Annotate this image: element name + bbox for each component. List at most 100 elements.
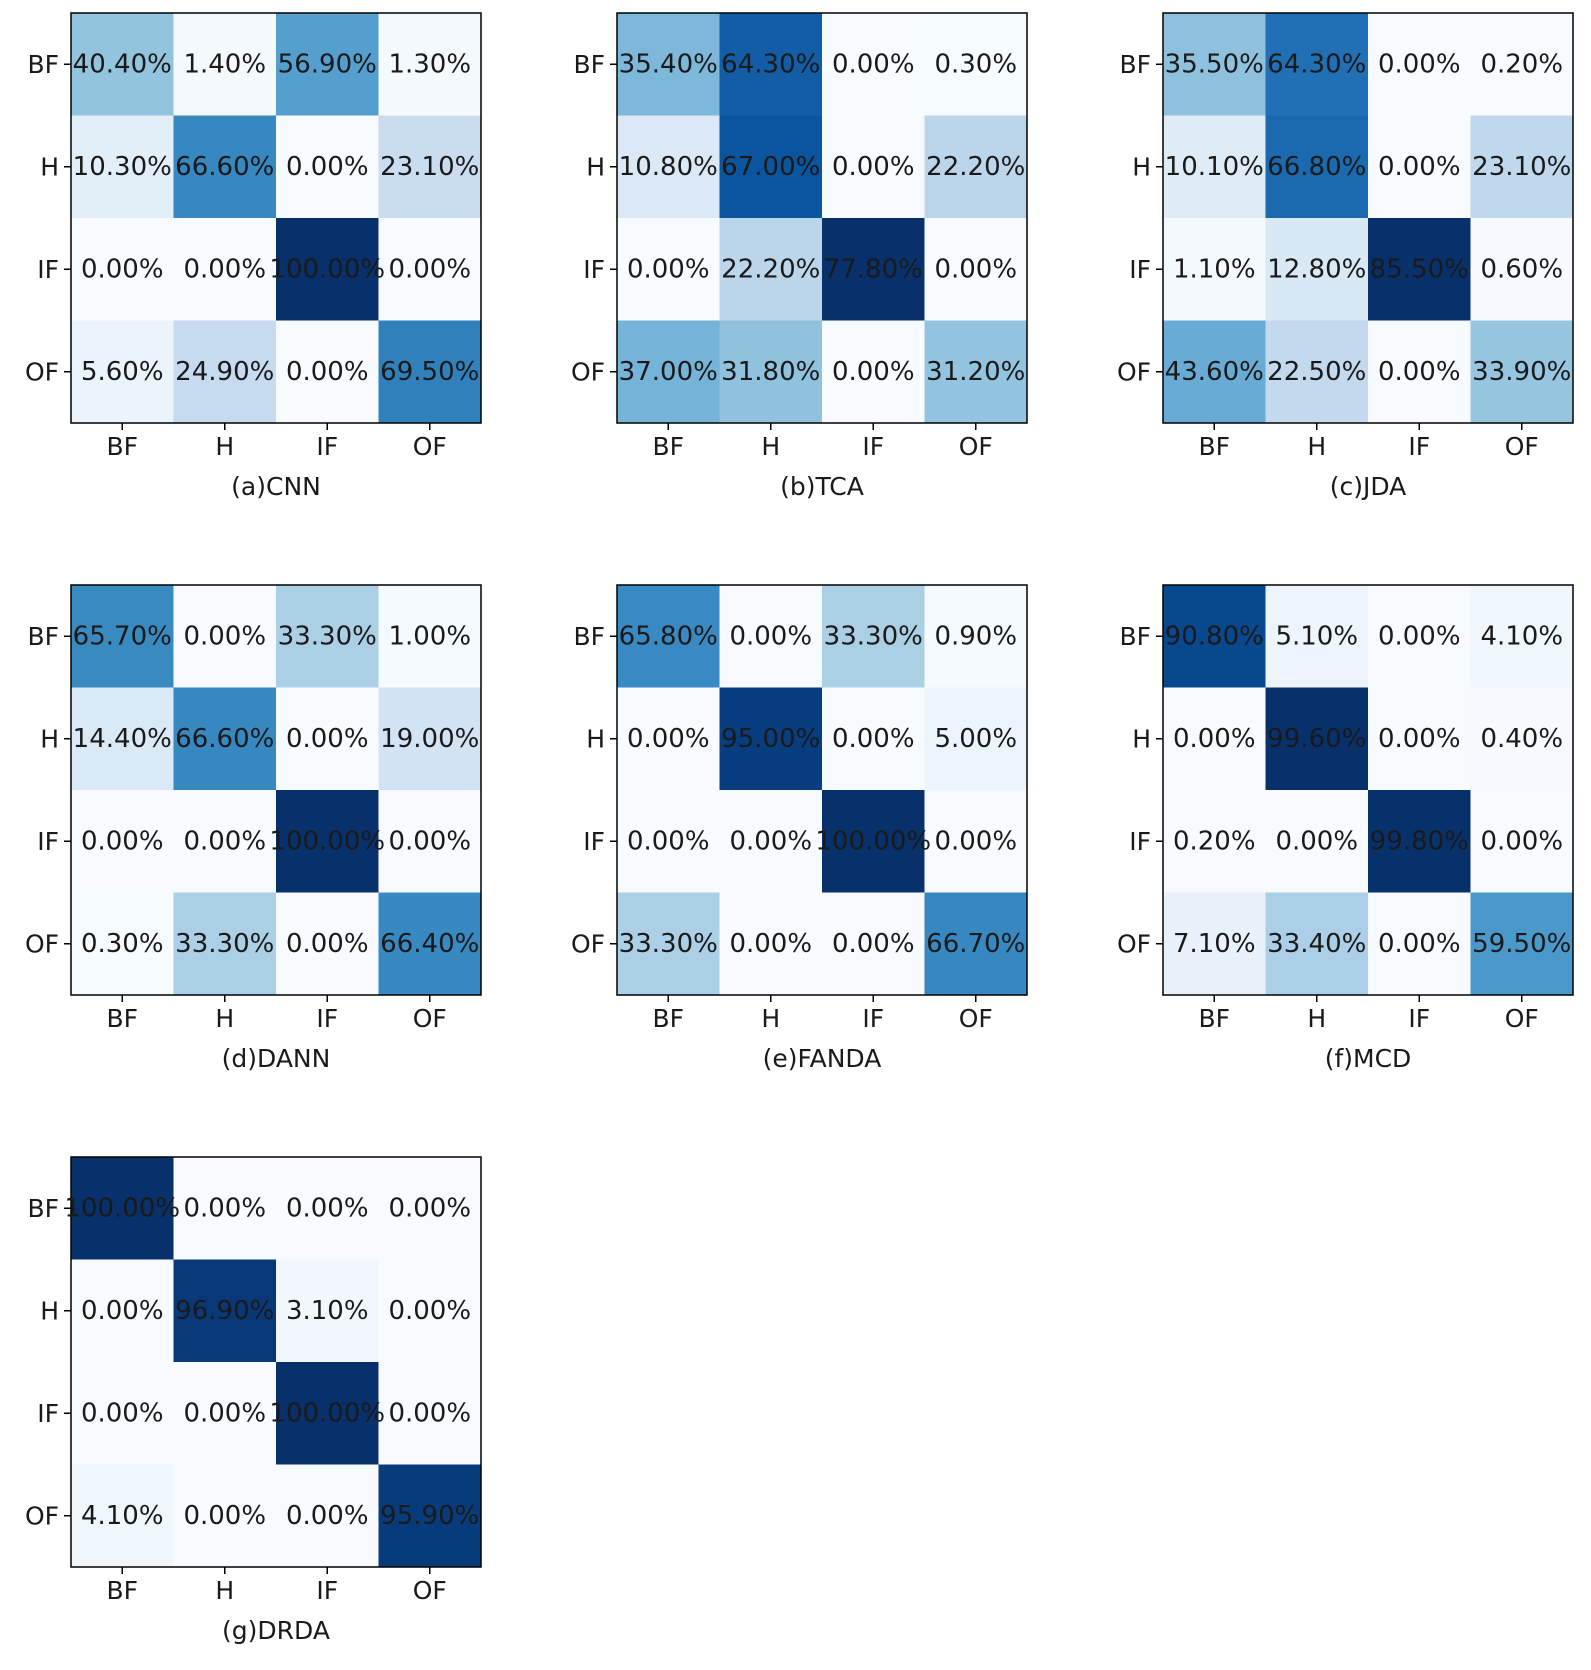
heatmap-cell	[71, 218, 174, 321]
x-tick-label: H	[761, 1004, 780, 1033]
heatmap-cell	[378, 1362, 482, 1465]
cell-value-label: 0.00%	[286, 929, 369, 959]
cell-value-label: 33.40%	[1267, 929, 1366, 959]
heatmap-cell	[1163, 218, 1266, 321]
heatmap-cell	[924, 320, 1028, 424]
cell-value-label: 67.00%	[721, 152, 820, 182]
heatmap-cell	[617, 13, 720, 116]
heatmap-cell	[378, 892, 482, 996]
heatmap-cell	[71, 1157, 174, 1260]
cell-value-label: 66.70%	[926, 929, 1025, 959]
cell-value-label: 3.10%	[286, 1296, 369, 1326]
cell-value-label: 22.50%	[1267, 357, 1366, 387]
cell-value-label: 0.00%	[1378, 621, 1461, 651]
y-tick-label: IF	[1129, 827, 1151, 856]
heatmap-cell	[719, 790, 823, 893]
heatmap-cell	[378, 13, 482, 116]
panel-caption: (d)DANN	[222, 1044, 331, 1073]
cell-value-label: 0.20%	[1173, 826, 1256, 856]
heatmap-cell	[1163, 13, 1266, 116]
panel-caption: (e)FANDA	[763, 1044, 882, 1073]
cell-value-label: 1.30%	[388, 49, 471, 79]
cell-value-label: 0.00%	[183, 621, 266, 651]
y-tick-label: H	[1132, 152, 1151, 181]
heatmap-cell	[276, 1157, 379, 1260]
heatmap-cell	[1163, 320, 1266, 424]
x-tick-label: IF	[1408, 1004, 1430, 1033]
y-tick-label: H	[586, 724, 605, 753]
y-tick-label: IF	[1129, 255, 1151, 284]
heatmap-cell	[617, 585, 720, 688]
cell-value-label: 0.00%	[832, 152, 915, 182]
cell-value-label: 95.90%	[380, 1501, 479, 1531]
cell-value-label: 33.30%	[824, 621, 923, 651]
cell-value-label: 100.00%	[269, 1398, 385, 1428]
heatmap-cell	[719, 892, 823, 996]
y-tick-label: OF	[571, 929, 605, 958]
cell-value-label: 0.00%	[934, 826, 1017, 856]
cell-value-label: 95.00%	[721, 724, 820, 754]
heatmap-cell	[719, 13, 823, 116]
cell-value-label: 77.80%	[824, 254, 923, 284]
panel-caption: (b)TCA	[780, 472, 864, 501]
heatmap-cell	[1470, 790, 1574, 893]
cell-value-label: 0.00%	[934, 254, 1017, 284]
heatmap-cell	[1368, 13, 1471, 116]
panel-caption: (c)JDA	[1330, 472, 1407, 501]
heatmap-cell	[378, 1157, 482, 1260]
heatmap-cell	[1470, 892, 1574, 996]
cell-value-label: 0.00%	[81, 1398, 164, 1428]
heatmap-cell	[71, 1464, 174, 1568]
cell-value-label: 33.30%	[175, 929, 274, 959]
heatmap-cell	[71, 1362, 174, 1465]
x-tick-label: BF	[1198, 432, 1230, 461]
heatmap-cell	[924, 790, 1028, 893]
cell-value-label: 5.00%	[934, 724, 1017, 754]
cell-value-label: 0.20%	[1480, 49, 1563, 79]
confusion-matrix-panel: 35.40% 64.30% 0.00% 0.30% 10.80% 67.00% 0.00% 2…	[571, 12, 1028, 501]
heatmap-cell	[173, 1464, 277, 1568]
x-tick-label: OF	[413, 1576, 447, 1605]
y-tick-label: IF	[583, 255, 605, 284]
y-tick-label: BF	[573, 50, 605, 79]
heatmap-cell	[1265, 687, 1369, 791]
y-tick-label: IF	[583, 827, 605, 856]
cell-value-label: 33.90%	[1472, 357, 1571, 387]
cell-value-label: 35.50%	[1165, 49, 1264, 79]
cell-value-label: 37.00%	[619, 357, 718, 387]
cell-value-label: 22.20%	[721, 254, 820, 284]
heatmap-cell	[1265, 892, 1369, 996]
heatmap-cell	[173, 13, 277, 116]
y-tick-label: OF	[1117, 929, 1151, 958]
heatmap-cell	[276, 585, 379, 688]
cell-value-label: 1.00%	[388, 621, 471, 651]
x-tick-label: OF	[413, 432, 447, 461]
cell-value-label: 0.00%	[627, 724, 710, 754]
x-tick-label: IF	[316, 1004, 338, 1033]
y-tick-label: H	[1132, 724, 1151, 753]
cell-value-label: 0.00%	[183, 1193, 266, 1223]
axes-frame	[1162, 584, 1574, 996]
heatmap-cell	[1265, 218, 1369, 321]
cell-value-label: 66.60%	[175, 152, 274, 182]
cell-value-label: 0.00%	[81, 254, 164, 284]
heatmap-cell	[173, 115, 277, 219]
cell-value-label: 0.00%	[1378, 724, 1461, 754]
heatmap-cell	[276, 320, 379, 424]
heatmap-cell	[71, 13, 174, 116]
heatmap-cell	[617, 687, 720, 791]
heatmap-cell	[822, 790, 925, 893]
cell-value-label: 100.00%	[64, 1193, 180, 1223]
x-tick-label: H	[215, 1004, 234, 1033]
cell-value-label: 0.60%	[1480, 254, 1563, 284]
axes-frame	[70, 584, 482, 996]
cell-value-label: 31.20%	[926, 357, 1025, 387]
heatmap-cell	[1368, 790, 1471, 893]
cell-value-label: 14.40%	[73, 724, 172, 754]
heatmap-cell	[378, 790, 482, 893]
heatmap-cell	[71, 892, 174, 996]
heatmap-cell	[617, 790, 720, 893]
heatmap-cell	[173, 790, 277, 893]
heatmap-cell	[378, 687, 482, 791]
